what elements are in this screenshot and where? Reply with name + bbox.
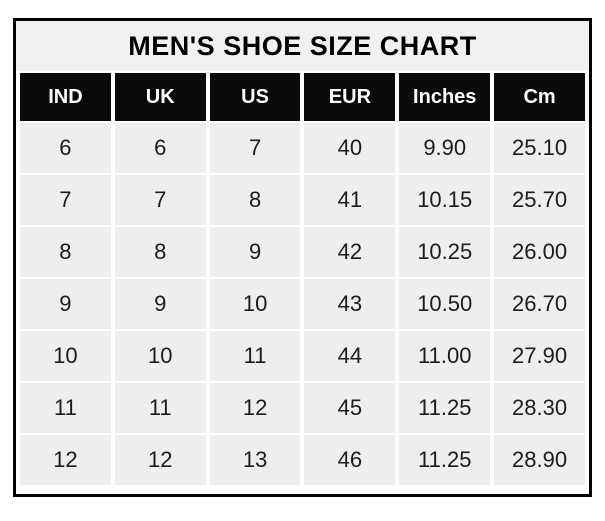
table-cell: 11 (114, 383, 206, 433)
table-row: 9 9 10 43 10.50 26.70 (20, 279, 585, 329)
table-cell: 13 (209, 435, 301, 485)
table-cell: 12 (114, 435, 206, 485)
table-cell: 45 (304, 383, 396, 433)
table-cell: 10.25 (399, 227, 491, 277)
table-cell: 10.15 (399, 175, 491, 225)
chart-title: MEN'S SHOE SIZE CHART (16, 21, 589, 71)
table-cell: 25.70 (494, 175, 585, 225)
table-cell: 11.00 (399, 331, 491, 381)
table-cell: 11.25 (399, 435, 491, 485)
column-header-cm: Cm (494, 73, 585, 121)
table-cell: 7 (20, 175, 111, 225)
table-cell: 10 (209, 279, 301, 329)
table-cell: 28.90 (494, 435, 585, 485)
table-cell: 11 (20, 383, 111, 433)
table-cell: 11.25 (399, 383, 491, 433)
shoe-size-chart: MEN'S SHOE SIZE CHART IND UK US EUR Inch… (13, 18, 592, 497)
table-row: 11 11 12 45 11.25 28.30 (20, 383, 585, 433)
table-cell: 46 (304, 435, 396, 485)
table-cell: 10 (20, 331, 111, 381)
table-row: 10 10 11 44 11.00 27.90 (20, 331, 585, 381)
table-row: 6 6 7 40 9.90 25.10 (20, 123, 585, 173)
table-cell: 42 (304, 227, 396, 277)
column-header-eur: EUR (304, 73, 396, 121)
column-header-ind: IND (20, 73, 111, 121)
table-cell: 9 (20, 279, 111, 329)
table-cell: 9 (114, 279, 206, 329)
table-cell: 44 (304, 331, 396, 381)
table-cell: 40 (304, 123, 396, 173)
table-cell: 8 (20, 227, 111, 277)
table-row: 8 8 9 42 10.25 26.00 (20, 227, 585, 277)
table-cell: 8 (114, 227, 206, 277)
table-cell: 7 (209, 123, 301, 173)
table-cell: 9.90 (399, 123, 491, 173)
table-cell: 12 (209, 383, 301, 433)
table-cell: 11 (209, 331, 301, 381)
table-cell: 41 (304, 175, 396, 225)
table-header: IND UK US EUR Inches Cm (20, 73, 585, 121)
table-cell: 26.00 (494, 227, 585, 277)
table-cell: 6 (114, 123, 206, 173)
column-header-uk: UK (114, 73, 206, 121)
size-table: IND UK US EUR Inches Cm 6 6 7 40 9.90 25… (16, 71, 589, 487)
table-cell: 12 (20, 435, 111, 485)
table-cell: 9 (209, 227, 301, 277)
table-body: 6 6 7 40 9.90 25.10 7 7 8 41 10.15 25.70… (20, 123, 585, 485)
table-cell: 8 (209, 175, 301, 225)
table-cell: 28.30 (494, 383, 585, 433)
header-row: IND UK US EUR Inches Cm (20, 73, 585, 121)
column-header-inches: Inches (399, 73, 491, 121)
table-cell: 10.50 (399, 279, 491, 329)
table-row: 7 7 8 41 10.15 25.70 (20, 175, 585, 225)
table-cell: 43 (304, 279, 396, 329)
table-cell: 25.10 (494, 123, 585, 173)
table-cell: 26.70 (494, 279, 585, 329)
table-cell: 10 (114, 331, 206, 381)
column-header-us: US (209, 73, 301, 121)
table-cell: 7 (114, 175, 206, 225)
table-row: 12 12 13 46 11.25 28.90 (20, 435, 585, 485)
table-cell: 6 (20, 123, 111, 173)
table-cell: 27.90 (494, 331, 585, 381)
